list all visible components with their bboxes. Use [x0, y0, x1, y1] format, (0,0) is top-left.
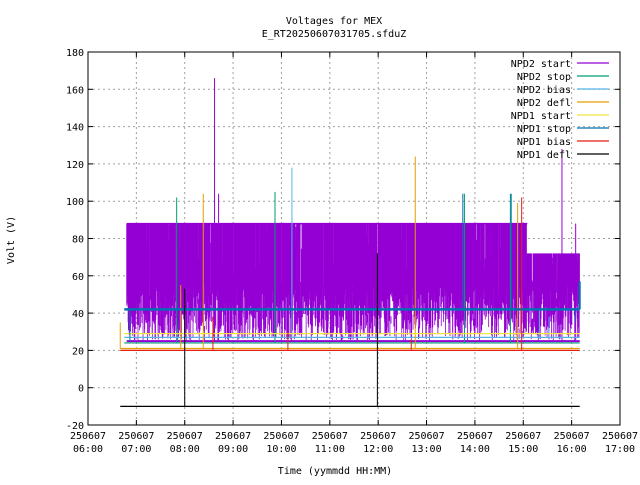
x-tick-label-date: 250607 — [360, 431, 396, 442]
y-tick-label: 80 — [72, 235, 84, 246]
legend-label: NPD1 stop — [517, 124, 571, 135]
legend-label: NPD2 defl — [517, 98, 571, 109]
x-tick-label-time: 08:00 — [170, 444, 200, 455]
series-npd2-defl — [119, 156, 580, 350]
x-tick-label-time: 09:00 — [218, 444, 248, 455]
legend-label: NPD1 start — [511, 111, 571, 122]
legend-label: NPD1 bias — [517, 137, 571, 148]
y-tick-label: 40 — [72, 309, 84, 320]
series-npd1-bias — [120, 197, 580, 351]
x-tick-label-date: 250607 — [602, 431, 638, 442]
x-tick-label-date: 250607 — [263, 431, 299, 442]
y-tick-label: 0 — [78, 384, 84, 395]
y-tick-label: 20 — [72, 346, 84, 357]
x-tick-label-date: 250607 — [554, 431, 590, 442]
x-tick-label-date: 250607 — [312, 431, 348, 442]
x-tick-label-time: 17:00 — [605, 444, 635, 455]
x-tick-label-date: 250607 — [215, 431, 251, 442]
y-tick-label: 180 — [66, 48, 84, 59]
x-tick-label-date: 250607 — [167, 431, 203, 442]
y-tick-label: 60 — [72, 272, 84, 283]
axis-ticks: -20 0 20 40 60 80 100 120 140 160 180 250607 06:00 25… — [66, 48, 638, 455]
y-tick-label: 160 — [66, 85, 84, 96]
chart-title: Voltages for MEX — [286, 16, 382, 27]
x-tick-label-date: 250607 — [70, 431, 106, 442]
legend-label: NPD2 start — [511, 59, 571, 70]
x-axis-label: Time (yymmdd HH:MM) — [278, 466, 392, 477]
x-tick-label-time: 13:00 — [411, 444, 441, 455]
legend-label: NPD2 bias — [517, 85, 571, 96]
y-tick-label: 140 — [66, 123, 84, 134]
x-tick-label-time: 12:00 — [363, 444, 393, 455]
x-tick-label-time: 06:00 — [73, 444, 103, 455]
x-tick-label-date: 250607 — [505, 431, 541, 442]
legend: NPD2 start NPD2 stop NPD2 bias NPD2 defl NPD… — [511, 59, 609, 161]
y-axis-label: Volt (V) — [6, 216, 17, 264]
chart-subtitle: E_RT20250607031705.sfduZ — [262, 29, 407, 40]
x-tick-label-date: 250607 — [408, 431, 444, 442]
y-tick-label: 120 — [66, 160, 84, 171]
series-npd1-defl — [120, 253, 580, 407]
x-tick-label-time: 10:00 — [266, 444, 296, 455]
x-tick-label-time: 14:00 — [460, 444, 490, 455]
legend-label: NPD1 defl — [517, 150, 571, 161]
plot-series — [119, 78, 581, 407]
series-npd1-stop — [124, 193, 581, 342]
x-tick-label-time: 07:00 — [121, 444, 151, 455]
x-tick-label-date: 250607 — [457, 431, 493, 442]
x-tick-label-time: 11:00 — [315, 444, 345, 455]
x-tick-label-date: 250607 — [118, 431, 154, 442]
x-tick-label-time: 16:00 — [557, 444, 587, 455]
legend-label: NPD2 stop — [517, 72, 571, 83]
x-tick-label-time: 15:00 — [508, 444, 538, 455]
series-npd2-stop — [124, 191, 580, 344]
y-tick-label: -20 — [66, 421, 84, 432]
y-tick-label: 100 — [66, 197, 84, 208]
